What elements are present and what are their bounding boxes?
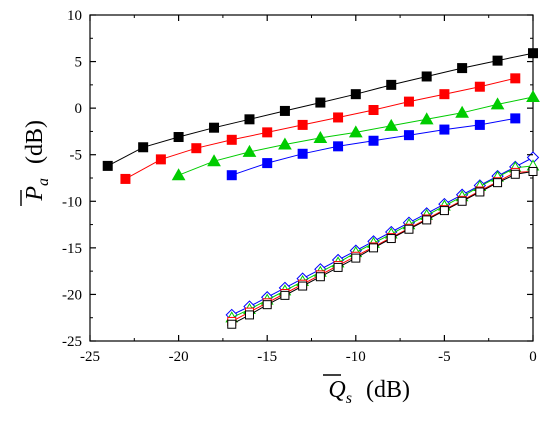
- data-point: [313, 130, 328, 143]
- data-point: [262, 127, 273, 138]
- data-point: [209, 122, 220, 133]
- series-3: [171, 89, 540, 181]
- series-line: [107, 52, 534, 167]
- series-2: [120, 73, 521, 184]
- x-tick-label: -10: [346, 349, 366, 365]
- y-tick-label: 5: [75, 55, 83, 71]
- data-point: [419, 112, 434, 125]
- data-point: [138, 142, 149, 153]
- data-point: [421, 71, 432, 82]
- series-5: [225, 151, 540, 322]
- series-line: [231, 157, 534, 316]
- data-point: [315, 97, 326, 108]
- data-point: [244, 114, 255, 125]
- data-point: [403, 96, 414, 107]
- series-4: [226, 113, 521, 181]
- data-point: [510, 169, 520, 179]
- data-point: [350, 89, 361, 100]
- data-point: [490, 97, 505, 110]
- data-point: [510, 113, 521, 124]
- y-tick-label: 10: [67, 8, 82, 24]
- data-point: [457, 63, 468, 74]
- y-tick-label: -5: [70, 148, 83, 164]
- x-tick-label: 0: [529, 349, 537, 365]
- data-point: [227, 319, 237, 329]
- data-point: [492, 55, 503, 66]
- series-layer: [102, 48, 540, 329]
- data-point: [242, 144, 257, 157]
- y-tick-label: -25: [62, 334, 82, 350]
- data-point: [474, 119, 485, 130]
- data-point: [386, 234, 396, 244]
- x-axis-label: Qs: [328, 377, 352, 407]
- data-point: [278, 137, 292, 150]
- data-point: [369, 243, 379, 253]
- data-point: [280, 290, 290, 300]
- ticks-layer: -25 -20 -15 -10 -5 0 -25 -20 -15 -10 -5 0 5 10: [62, 8, 537, 365]
- series-line: [231, 171, 534, 322]
- data-point: [403, 130, 414, 141]
- series-1: [102, 48, 538, 171]
- data-point: [528, 166, 538, 176]
- y-tick-label: -20: [62, 287, 82, 303]
- data-point: [298, 281, 308, 291]
- y-tick-label: 0: [75, 101, 83, 117]
- x-tick-label: -15: [257, 349, 277, 365]
- data-point: [155, 154, 166, 165]
- data-point: [244, 310, 254, 320]
- series-line: [125, 77, 516, 180]
- data-point: [455, 105, 469, 118]
- data-point: [528, 48, 538, 59]
- data-point: [262, 158, 273, 169]
- data-point: [404, 224, 414, 234]
- data-point: [457, 196, 467, 206]
- data-point: [333, 141, 344, 152]
- data-point: [173, 132, 184, 143]
- x-tick-label: -25: [80, 349, 100, 365]
- data-point: [120, 173, 131, 184]
- data-point: [262, 300, 272, 310]
- data-point: [297, 119, 308, 130]
- data-point: [384, 118, 399, 131]
- y-axis-label-unit: (dB): [22, 120, 48, 164]
- data-point: [191, 143, 202, 154]
- data-point: [386, 79, 397, 90]
- data-point: [439, 89, 450, 100]
- x-axis-label-unit: (dB): [366, 377, 410, 403]
- data-point: [102, 160, 113, 171]
- data-point: [333, 112, 344, 123]
- data-point: [368, 135, 379, 146]
- data-point: [348, 125, 363, 138]
- data-point: [207, 154, 221, 167]
- data-point: [333, 262, 343, 272]
- data-point: [226, 170, 237, 181]
- data-point: [297, 148, 308, 159]
- data-point: [368, 105, 379, 116]
- data-point: [474, 81, 485, 92]
- series-7: [227, 166, 538, 326]
- data-point: [439, 124, 450, 135]
- x-tick-label: -5: [438, 349, 451, 365]
- y-tick-label: -15: [62, 241, 82, 257]
- data-point: [526, 89, 540, 102]
- data-point: [510, 73, 521, 84]
- series-line: [231, 171, 534, 325]
- y-tick-label: -10: [62, 194, 82, 210]
- data-point: [475, 187, 485, 197]
- y-axis-label: Pa: [22, 178, 52, 202]
- data-point: [226, 134, 237, 145]
- data-point: [351, 253, 361, 263]
- data-point: [422, 215, 432, 225]
- data-point: [171, 168, 186, 181]
- series-8: [227, 166, 538, 329]
- data-point: [493, 178, 503, 188]
- x-tick-label: -20: [169, 349, 189, 365]
- data-point: [315, 272, 325, 282]
- data-point: [439, 206, 449, 216]
- data-point: [279, 105, 290, 116]
